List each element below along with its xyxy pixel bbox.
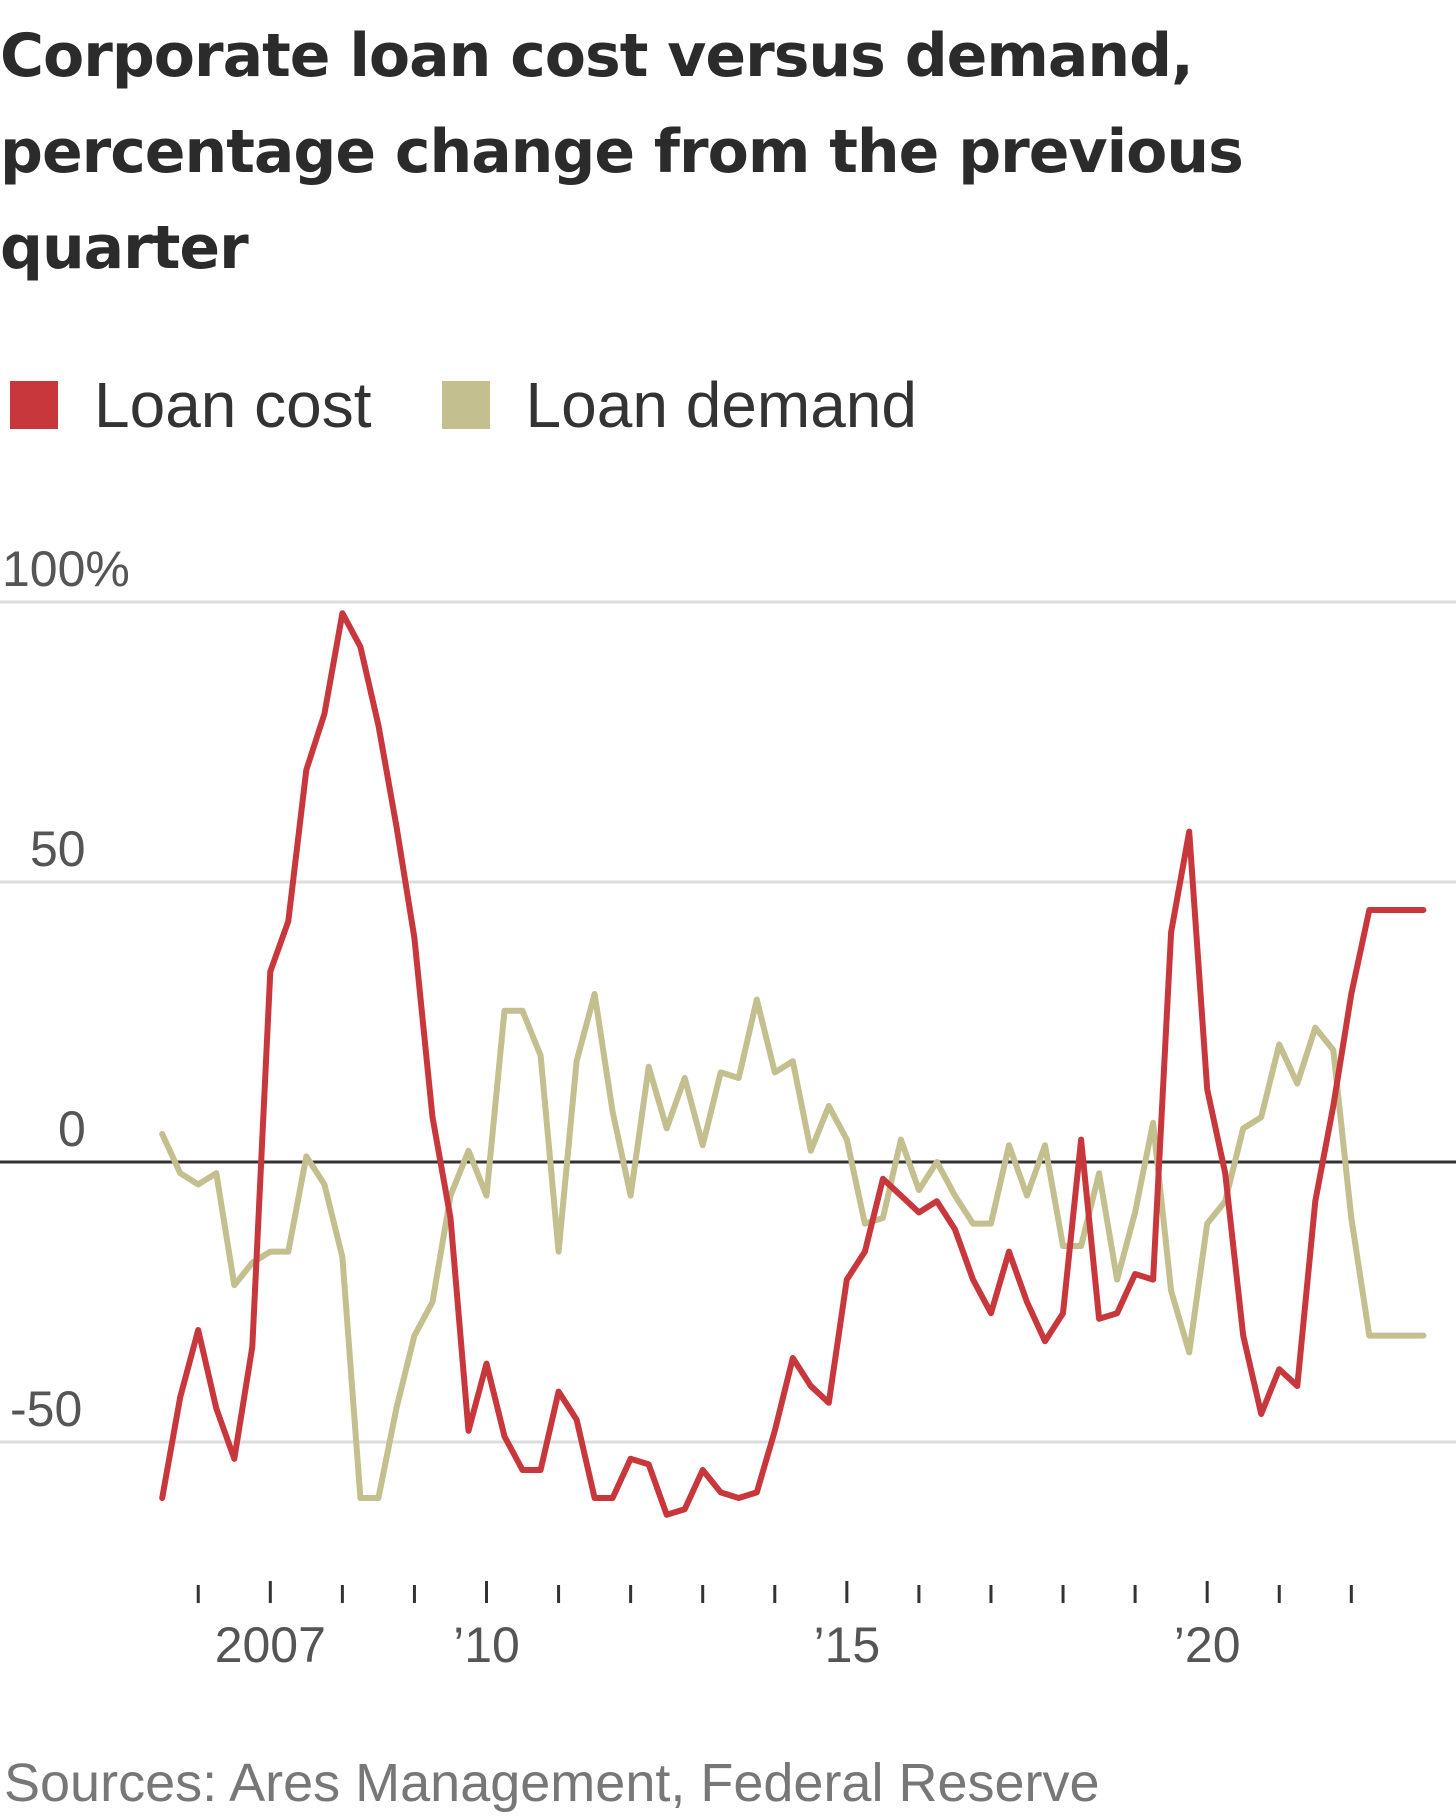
chart-title: Corporate loan cost versus demand, perce…	[0, 21, 1244, 283]
legend-item-loan-cost: Loan cost	[10, 370, 372, 440]
legend-item-loan-demand: Loan demand	[441, 369, 917, 441]
y-tick-label: 0	[58, 1101, 86, 1157]
y-tick-label: 100%	[2, 541, 130, 597]
source-note: Sources: Ares Management, Federal Reserv…	[4, 1753, 1100, 1813]
y-tick-label: -50	[10, 1381, 82, 1437]
legend-label-loan-demand: Loan demand	[525, 369, 917, 441]
x-tick-label: ’15	[813, 1617, 880, 1673]
legend: Loan cost Loan demand	[10, 370, 987, 440]
legend-swatch-loan-demand	[441, 381, 490, 429]
line-chart: 100% 50 0 -50 2007 ’10 ’15 ’20	[0, 541, 1456, 1673]
legend-label-loan-cost: Loan cost	[94, 369, 372, 441]
series-line-loan-cost	[159, 610, 1427, 1518]
x-tick-label: ’20	[1174, 1617, 1241, 1673]
y-tick-label: 50	[30, 821, 86, 877]
series-line-loan-demand	[159, 991, 1427, 1501]
legend-swatch-loan-cost	[10, 381, 58, 429]
x-tick-label: ’10	[453, 1617, 520, 1673]
x-tick-label: 2007	[215, 1617, 326, 1673]
